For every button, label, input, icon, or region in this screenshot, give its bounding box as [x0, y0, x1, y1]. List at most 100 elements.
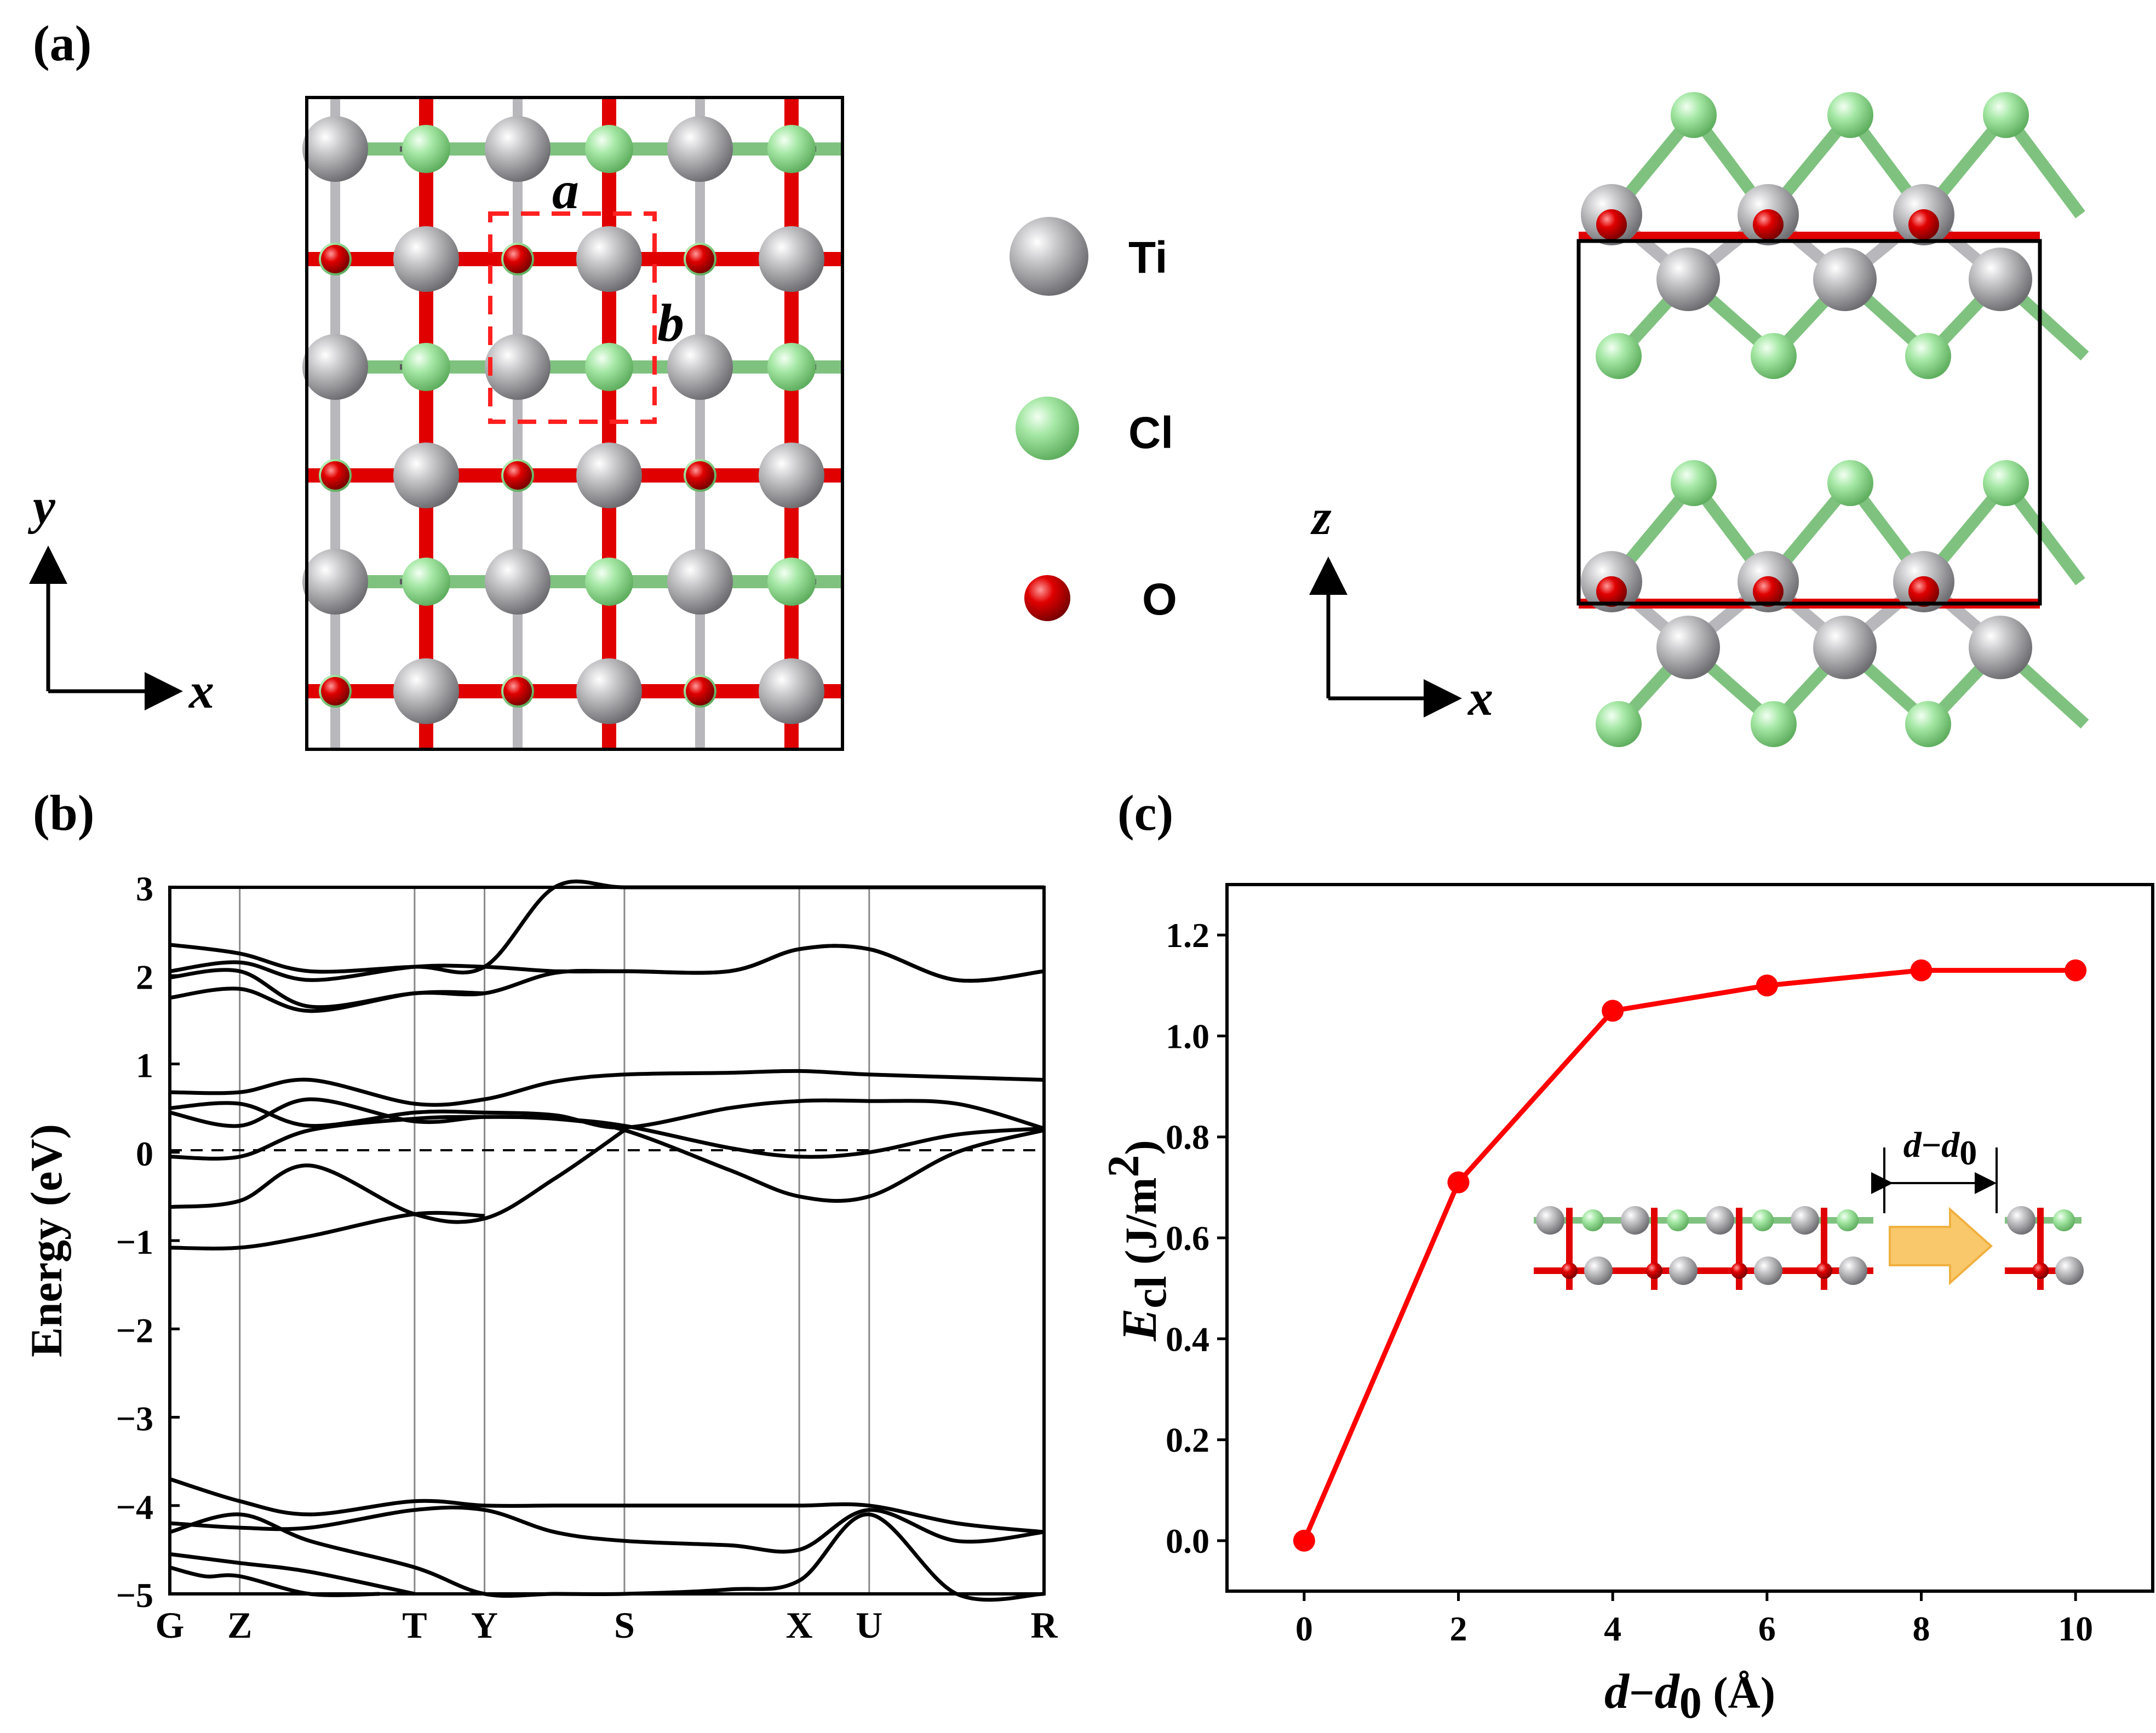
inset-o-atom: [1731, 1263, 1747, 1279]
band-band-8: [169, 1115, 1045, 1203]
kpoint-label: R: [1030, 1604, 1058, 1646]
clv-ytick-label: 1.0: [1166, 1017, 1209, 1055]
band-cond-1: [169, 879, 1044, 975]
kpoint-label: X: [786, 1604, 813, 1646]
inset-ti-atom: [1754, 1256, 1782, 1285]
band-ytick-label: 2: [136, 957, 153, 996]
o-atom: [1908, 576, 1939, 607]
o-atom: [321, 245, 349, 273]
cleavage-inset: [1534, 1147, 2084, 1290]
ti-atom: [667, 549, 733, 615]
side-view-structure: [1579, 92, 2089, 747]
inset-d: d: [1903, 1125, 1922, 1165]
ti-atom: [302, 116, 368, 182]
cl-atom: [1671, 92, 1717, 138]
cl-atom: [1751, 333, 1797, 379]
band-ytick-label: 1: [136, 1046, 153, 1085]
band-band-9: [169, 1128, 626, 1224]
clv-xtick-label: 4: [1604, 1609, 1621, 1648]
x-label-d: d: [1604, 1665, 1630, 1719]
cleavage-y-ticks: 0.0 0.2 0.4 0.6 0.8 1.0 1.2: [1166, 916, 1227, 1560]
inset-ti-atom: [1791, 1206, 1819, 1235]
cleavage-x-ticks: 0 2 4 6 8 10: [1295, 1591, 2093, 1648]
kpoint-label: U: [856, 1604, 882, 1646]
y-label-close: ): [1116, 1140, 1166, 1155]
band-cond-4: [169, 986, 485, 1013]
inset-ti-atom: [1669, 1256, 1698, 1285]
cleavage-energy-line: [1301, 968, 2076, 1542]
band-ytick-label: −4: [116, 1488, 153, 1527]
legend-o-sphere: [1024, 575, 1070, 621]
clv-ytick-label: 0.0: [1166, 1522, 1209, 1560]
y-label-sup: 2: [1098, 1155, 1148, 1178]
cl-atom: [1827, 92, 1873, 138]
clv-xtick-label: 10: [2058, 1609, 2093, 1648]
o-atom: [503, 677, 532, 705]
cl-atom: [1983, 460, 2029, 506]
kpoint-label: G: [156, 1604, 185, 1646]
lattice-a-label: a: [552, 161, 579, 220]
clv-xtick-label: 8: [1913, 1609, 1930, 1648]
x-label-sub: 0: [1679, 1678, 1702, 1728]
cl-atom: [767, 343, 816, 391]
top-view-structure: [302, 97, 842, 749]
cl-atom: [1905, 333, 1951, 379]
inset-ti-atom: [2055, 1256, 2084, 1285]
y-label-E: E: [1113, 1309, 1167, 1342]
ti-atom: [667, 334, 733, 400]
ti-atom: [302, 334, 368, 400]
cleavage-y-axis-label: Ecl (J/m2): [1098, 1140, 1176, 1341]
clv-ytick-label: 0.4: [1166, 1319, 1209, 1358]
ti-atom: [393, 226, 459, 292]
axis-x-label: x: [188, 663, 214, 719]
o-atom: [686, 677, 714, 705]
band-val-4: [169, 1552, 415, 1596]
inset-ti-atom: [2007, 1206, 2035, 1235]
y-label-unit: (J/m: [1116, 1178, 1166, 1276]
band-ytick-label: 3: [136, 869, 153, 908]
ti-atom: [1656, 616, 1720, 679]
cl-atom: [585, 125, 633, 173]
band-ytick-label: −5: [116, 1576, 153, 1615]
legend-cl-sphere: [1016, 397, 1079, 460]
ti-atom: [759, 226, 824, 292]
band-band-5: [169, 1069, 1045, 1107]
legend-o-label: O: [1142, 575, 1177, 624]
cl-atom: [767, 558, 816, 606]
band-ytick-label: 0: [136, 1134, 153, 1173]
top-view-cell-box: [305, 96, 844, 751]
clv-data-point: [1756, 974, 1778, 997]
cl-atom: [585, 343, 633, 391]
band-ytick-label: −2: [116, 1311, 153, 1350]
clv-xtick-label: 6: [1758, 1609, 1776, 1648]
cl-atom: [1983, 92, 2029, 138]
ti-atom: [1969, 248, 2032, 311]
inset-ti-atom: [1839, 1256, 1867, 1285]
band-ytick-label: −3: [116, 1399, 153, 1438]
ti-atom: [759, 658, 824, 724]
cl-atom: [1751, 701, 1797, 747]
inset-ti-atom: [1584, 1256, 1613, 1285]
inset-cl-atom: [1752, 1209, 1774, 1231]
ti-atom: [485, 334, 551, 400]
inset-o-atom: [1561, 1263, 1578, 1279]
o-atom: [686, 245, 714, 273]
cl-atom: [1596, 333, 1642, 379]
ti-atom: [485, 549, 551, 615]
inset-o-atom: [1646, 1263, 1662, 1279]
kpoint-label: Y: [471, 1604, 498, 1646]
ti-atom: [393, 443, 459, 508]
clv-ytick-label: 0.6: [1166, 1219, 1209, 1258]
kpoint-label: Z: [227, 1604, 252, 1646]
inset-o-atom: [2032, 1263, 2049, 1279]
clv-ytick-label: 0.2: [1166, 1421, 1209, 1460]
ti-atom: [576, 443, 642, 508]
axis-z-label: z: [1310, 489, 1332, 545]
legend-ti-sphere: [1010, 217, 1088, 296]
clv-data-point: [1910, 959, 1933, 982]
band-plot-frame: [168, 886, 1046, 1596]
atom-legend: Ti Cl O: [1010, 217, 1177, 624]
cl-atom: [402, 343, 450, 391]
